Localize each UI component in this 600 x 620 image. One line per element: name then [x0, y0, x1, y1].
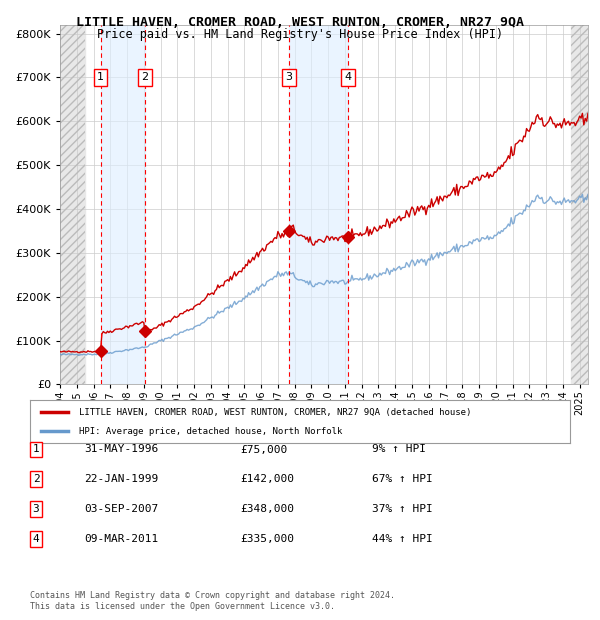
Text: 3: 3 [32, 504, 40, 514]
Text: 3: 3 [286, 73, 293, 82]
Text: 4: 4 [32, 534, 40, 544]
Text: 2: 2 [141, 73, 148, 82]
Bar [571, 25, 588, 384]
Text: 67% ↑ HPI: 67% ↑ HPI [372, 474, 433, 484]
Bar [289, 25, 348, 384]
Bar [571, 25, 588, 384]
Text: £348,000: £348,000 [240, 504, 294, 514]
Bar [60, 25, 85, 384]
Bar [60, 25, 85, 384]
Text: 4: 4 [344, 73, 352, 82]
Text: 44% ↑ HPI: 44% ↑ HPI [372, 534, 433, 544]
Text: LITTLE HAVEN, CROMER ROAD, WEST RUNTON, CROMER, NR27 9QA: LITTLE HAVEN, CROMER ROAD, WEST RUNTON, … [76, 16, 524, 29]
Text: 1: 1 [32, 445, 40, 454]
Text: 2: 2 [32, 474, 40, 484]
Text: £75,000: £75,000 [240, 445, 287, 454]
Text: HPI: Average price, detached house, North Norfolk: HPI: Average price, detached house, Nort… [79, 427, 342, 436]
Text: 1: 1 [97, 73, 104, 82]
Text: £142,000: £142,000 [240, 474, 294, 484]
Text: 37% ↑ HPI: 37% ↑ HPI [372, 504, 433, 514]
Text: 9% ↑ HPI: 9% ↑ HPI [372, 445, 426, 454]
Text: 31-MAY-1996: 31-MAY-1996 [84, 445, 158, 454]
Text: 22-JAN-1999: 22-JAN-1999 [84, 474, 158, 484]
Text: Contains HM Land Registry data © Crown copyright and database right 2024.
This d: Contains HM Land Registry data © Crown c… [30, 591, 395, 611]
Text: LITTLE HAVEN, CROMER ROAD, WEST RUNTON, CROMER, NR27 9QA (detached house): LITTLE HAVEN, CROMER ROAD, WEST RUNTON, … [79, 407, 471, 417]
Text: 09-MAR-2011: 09-MAR-2011 [84, 534, 158, 544]
Text: Price paid vs. HM Land Registry's House Price Index (HPI): Price paid vs. HM Land Registry's House … [97, 28, 503, 41]
Bar [101, 25, 145, 384]
Text: 03-SEP-2007: 03-SEP-2007 [84, 504, 158, 514]
Text: £335,000: £335,000 [240, 534, 294, 544]
